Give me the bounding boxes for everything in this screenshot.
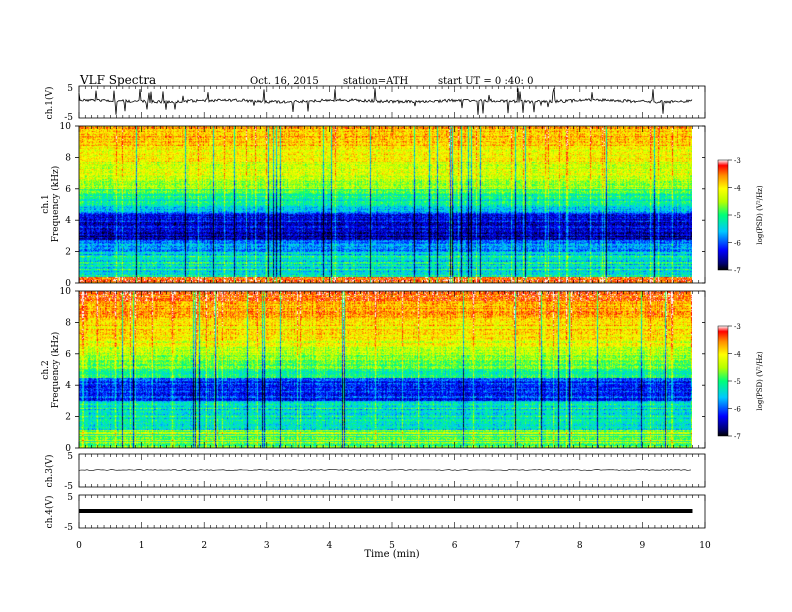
date-label: Oct. 16, 2015 [250, 76, 319, 87]
start-time-label: start UT = 0 :40: 0 [438, 76, 533, 87]
ch3-waveform-ylabel: ch.3(V) [44, 455, 55, 488]
ch2-colorbar-tick-label: -7 [734, 433, 741, 441]
ch2-spectrogram-ytick-label: 0 [65, 444, 71, 454]
ch1-waveform-ylabel: ch.1(V) [44, 87, 55, 120]
ch1-waveform-line [78, 88, 693, 115]
ch2-spectrogram-ytick-label: 8 [65, 318, 71, 328]
x-axis-tick-labels: 0 1 2 3 4 5 6 7 8 9 10 [76, 541, 711, 551]
figure-title: VLF Spectra [79, 73, 156, 87]
ch1-colorbar-tick-label: -4 [734, 185, 741, 193]
ch1-spectrogram-ytick-label: 6 [65, 185, 71, 195]
ch1-waveform-panel: 5 -5 ch.1(V) [44, 84, 706, 123]
ch2-colorbar-label: log(PSD) (V²/Hz) [756, 351, 764, 410]
ch2-colorbar-tick-label: -4 [734, 351, 741, 359]
ch2-colorbar-gradient [717, 325, 729, 437]
x-tick-label: 0 [76, 541, 82, 551]
ch1-colorbar-tick-label: -3 [734, 157, 741, 165]
ch1-spectrogram-ytick-label: 8 [65, 153, 71, 163]
x-tick-label: 8 [577, 541, 583, 551]
x-tick-label: 3 [264, 541, 270, 551]
x-tick-label: 6 [452, 541, 458, 551]
ch2-spectrogram-panel: 0 2 4 6 8 10 ch.2 Frequency (kHz) [41, 287, 706, 454]
ch2-colorbar-tick-label: -3 [734, 323, 741, 331]
ch1-spectrogram-image [79, 126, 692, 283]
x-tick-label: 7 [514, 541, 520, 551]
ch2-spectrogram-image [79, 291, 692, 448]
ch3-waveform-panel: 5 -5 ch.3(V) [44, 452, 706, 492]
ch2-spectrogram-ytick-label: 4 [65, 381, 71, 391]
ch1-spectrogram-ytick-label: 0 [65, 279, 71, 289]
ch1-spectrogram-ytick-label: 2 [65, 248, 71, 258]
ch4-waveform-panel: 5 -5 ch.4(V) [44, 493, 706, 533]
ch2-colorbar-tick-label: -6 [734, 406, 741, 414]
ch4-ytick-bottom: -5 [64, 523, 73, 533]
x-tick-label: 9 [640, 541, 646, 551]
ch2-colorbar: -3 -4 -5 -6 -7 log(PSD) (V²/Hz) [717, 323, 764, 441]
ch3-ytick-top: 5 [67, 452, 73, 462]
ch4-waveform-ylabel: ch.4(V) [44, 496, 55, 529]
ch3-waveform-line [78, 469, 692, 471]
x-tick-label: 5 [389, 541, 395, 551]
ch1-ytick-bottom: -5 [64, 113, 73, 123]
time-tick-marks [78, 86, 706, 528]
ch1-ytick-top: 5 [67, 84, 73, 94]
ch2-spectrogram-ytick-label: 6 [65, 350, 71, 360]
ch2-spectrogram-raster [79, 291, 692, 448]
ch1-colorbar-label: log(PSD) (V²/Hz) [756, 185, 764, 244]
ch2-frequency-ylabel: Frequency (kHz) [50, 332, 61, 409]
ch1-colorbar-tick-label: -6 [734, 240, 741, 248]
ch2-colorbar-tick-label: -5 [734, 378, 741, 386]
ch1-spectrogram-ytick-label: 10 [60, 122, 72, 132]
ch1-colorbar-gradient [717, 159, 729, 271]
ch2-spectrogram-ytick-label: 2 [65, 413, 71, 423]
ch1-colorbar: -3 -4 -5 -6 -7 log(PSD) (V²/Hz) [717, 157, 764, 275]
ch2-channel-label: ch.2 [41, 360, 51, 379]
x-tick-label: 10 [699, 541, 711, 551]
x-tick-label: 2 [201, 541, 207, 551]
ch1-spectrogram-panel: 0 2 4 6 8 10 ch.1 Frequency (kHz) [41, 122, 706, 289]
ch1-frequency-ylabel: Frequency (kHz) [50, 166, 61, 243]
ch1-spectrogram-ytick-label: 4 [65, 216, 71, 226]
ch3-ytick-bottom: -5 [64, 482, 73, 492]
x-tick-label: 4 [327, 541, 333, 551]
ch1-colorbar-tick-label: -5 [734, 212, 741, 220]
ch1-spectrogram-raster [79, 126, 692, 283]
x-axis-label: Time (min) [364, 549, 419, 560]
x-tick-label: 1 [139, 541, 145, 551]
ch1-colorbar-tick-label: -7 [734, 267, 741, 275]
ch1-channel-label: ch.1 [41, 194, 51, 213]
station-label: station=ATH [343, 76, 409, 87]
ch4-ytick-top: 5 [67, 493, 73, 503]
ch2-spectrogram-ytick-label: 10 [60, 287, 72, 297]
